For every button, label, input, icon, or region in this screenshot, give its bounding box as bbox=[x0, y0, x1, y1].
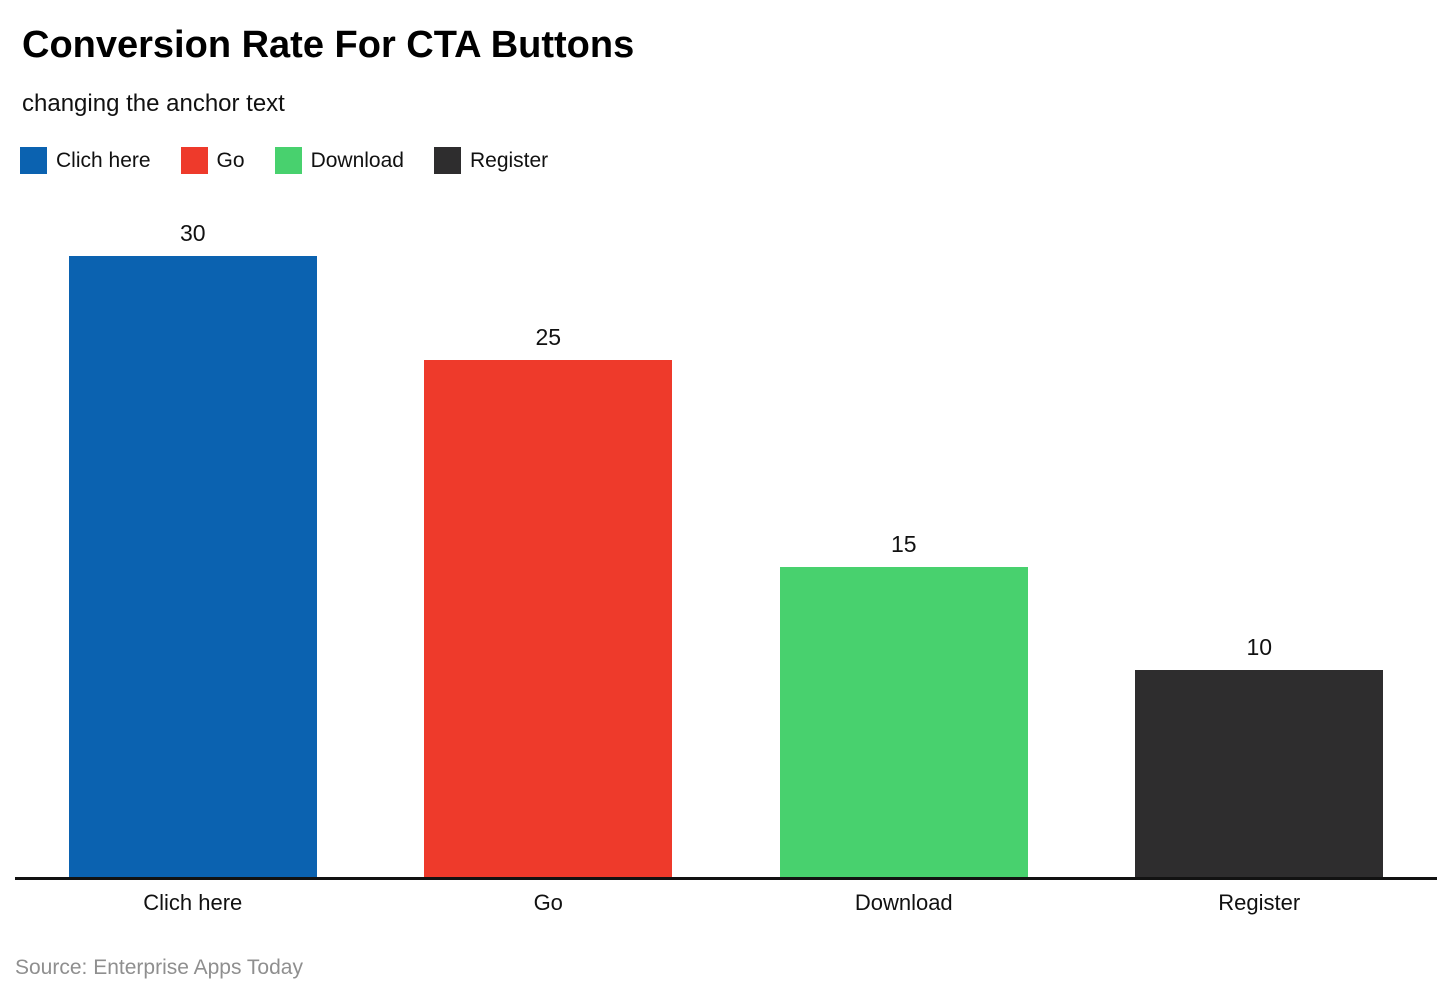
bar-go bbox=[424, 359, 673, 877]
bar-value-label: 30 bbox=[179, 220, 206, 246]
chart-title: Conversion Rate For CTA Buttons bbox=[22, 24, 635, 66]
bar-value-label: 10 bbox=[1246, 634, 1273, 660]
legend-label: Go bbox=[216, 148, 245, 172]
legend-item: Download bbox=[274, 147, 404, 174]
legend-label: Register bbox=[469, 148, 549, 172]
bar-value-label: 15 bbox=[890, 530, 917, 557]
legend: Clich here Go Download Register bbox=[20, 147, 548, 174]
legend-swatch-icon bbox=[433, 147, 461, 174]
x-axis-label: Clich here bbox=[143, 890, 243, 915]
legend-swatch-icon bbox=[274, 147, 302, 174]
legend-label: Download bbox=[310, 148, 404, 172]
plot-area: 30 Clich here 25 Go 15 Download 10 Register bbox=[15, 199, 1437, 915]
legend-item: Clich here bbox=[20, 147, 151, 174]
x-axis-label: Register bbox=[1218, 890, 1301, 915]
legend-swatch-icon bbox=[180, 147, 208, 174]
legend-item: Register bbox=[433, 147, 549, 174]
source-note: Source: Enterprise Apps Today bbox=[15, 956, 303, 979]
bar-clich-here bbox=[68, 256, 317, 877]
legend-item: Go bbox=[180, 147, 245, 174]
legend-swatch-icon bbox=[20, 147, 47, 174]
legend-label: Clich here bbox=[56, 148, 151, 172]
x-axis-label: Download bbox=[854, 890, 953, 915]
chart-subtitle: changing the anchor text bbox=[22, 90, 285, 117]
bar-value-label: 25 bbox=[535, 323, 562, 350]
bar-download bbox=[779, 566, 1028, 877]
bar-register bbox=[1135, 670, 1384, 877]
x-axis-label: Go bbox=[533, 890, 563, 915]
